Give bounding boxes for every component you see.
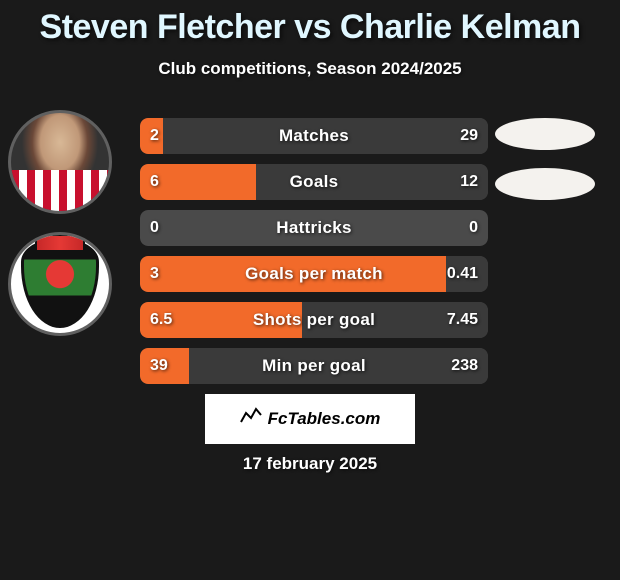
stat-label: Shots per goal [140, 302, 488, 338]
page-title: Steven Fletcher vs Charlie Kelman [0, 0, 620, 47]
player-right-club-crest [495, 168, 595, 200]
stat-row: 39238Min per goal [140, 348, 488, 384]
stat-row: 612Goals [140, 164, 488, 200]
stats-table: 229Matches 612Goals 00Hattricks 30.41Goals … [140, 118, 488, 394]
stat-row: 229Matches [140, 118, 488, 154]
crest-icon [21, 240, 99, 328]
page-subtitle: Club competitions, Season 2024/2025 [0, 59, 620, 79]
stat-label: Goals [140, 164, 488, 200]
player-right-avatar [495, 118, 595, 150]
stat-row: 6.57.45Shots per goal [140, 302, 488, 338]
left-player-column [8, 110, 118, 354]
brand-badge: FcTables.com [205, 394, 415, 444]
brand-text: FcTables.com [268, 409, 381, 429]
player-left-avatar [8, 110, 112, 214]
right-player-column [495, 118, 610, 218]
stat-label: Min per goal [140, 348, 488, 384]
stat-label: Matches [140, 118, 488, 154]
player-left-club-crest [8, 232, 112, 336]
stat-label: Goals per match [140, 256, 488, 292]
stat-row: 30.41Goals per match [140, 256, 488, 292]
date-label: 17 february 2025 [243, 454, 377, 474]
stat-label: Hattricks [140, 210, 488, 246]
brand-icon [240, 406, 262, 432]
stat-row: 00Hattricks [140, 210, 488, 246]
